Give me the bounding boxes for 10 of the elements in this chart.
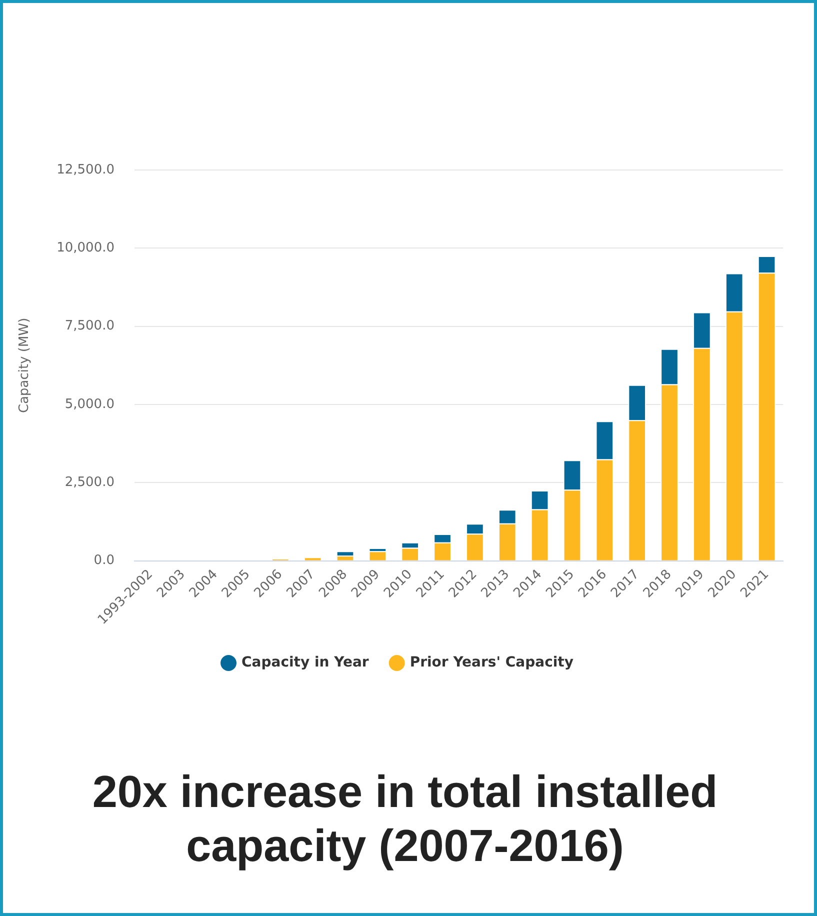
- y-axis-title: Capacity (MW): [17, 318, 32, 414]
- y-tick-label: 5,000.0: [64, 396, 114, 412]
- legend-label: Capacity in Year: [242, 654, 369, 671]
- y-tick-label: 10,000.0: [56, 240, 114, 256]
- y-tick-label: 0.0: [94, 553, 114, 568]
- y-tick-label: 12,500.0: [56, 162, 114, 178]
- text: 20x increase in total installed capacity (2007-2016): [91, 765, 719, 873]
- legend-label: Prior Years' Capacity: [410, 654, 574, 671]
- y-tick-label: 7,500.0: [64, 318, 114, 334]
- y-tick-label: 2,500.0: [64, 475, 114, 490]
